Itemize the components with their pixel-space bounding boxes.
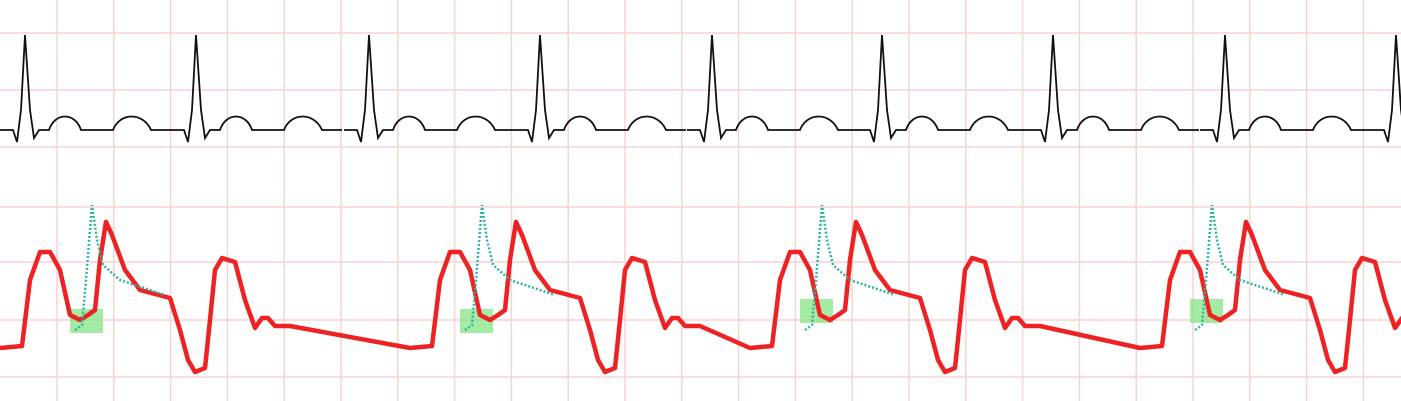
pressure-wave [0, 219, 1401, 375]
ecg-beat [515, 34, 686, 143]
reference-wave [1194, 204, 1286, 332]
reference-wave [804, 204, 896, 332]
ecg-beat [1028, 34, 1199, 143]
ecg-beat [1200, 34, 1371, 143]
pressure-trace [0, 204, 1401, 375]
ecg-beat [0, 34, 171, 143]
ecg-beat [857, 34, 1028, 143]
highlights [70, 299, 1223, 333]
ecg-trace [0, 34, 1401, 143]
reference-wave [464, 204, 556, 332]
reference-wave [74, 204, 166, 332]
ecg-beat [171, 34, 342, 143]
ecg-beat [687, 34, 858, 143]
ecg-beat [344, 34, 515, 143]
